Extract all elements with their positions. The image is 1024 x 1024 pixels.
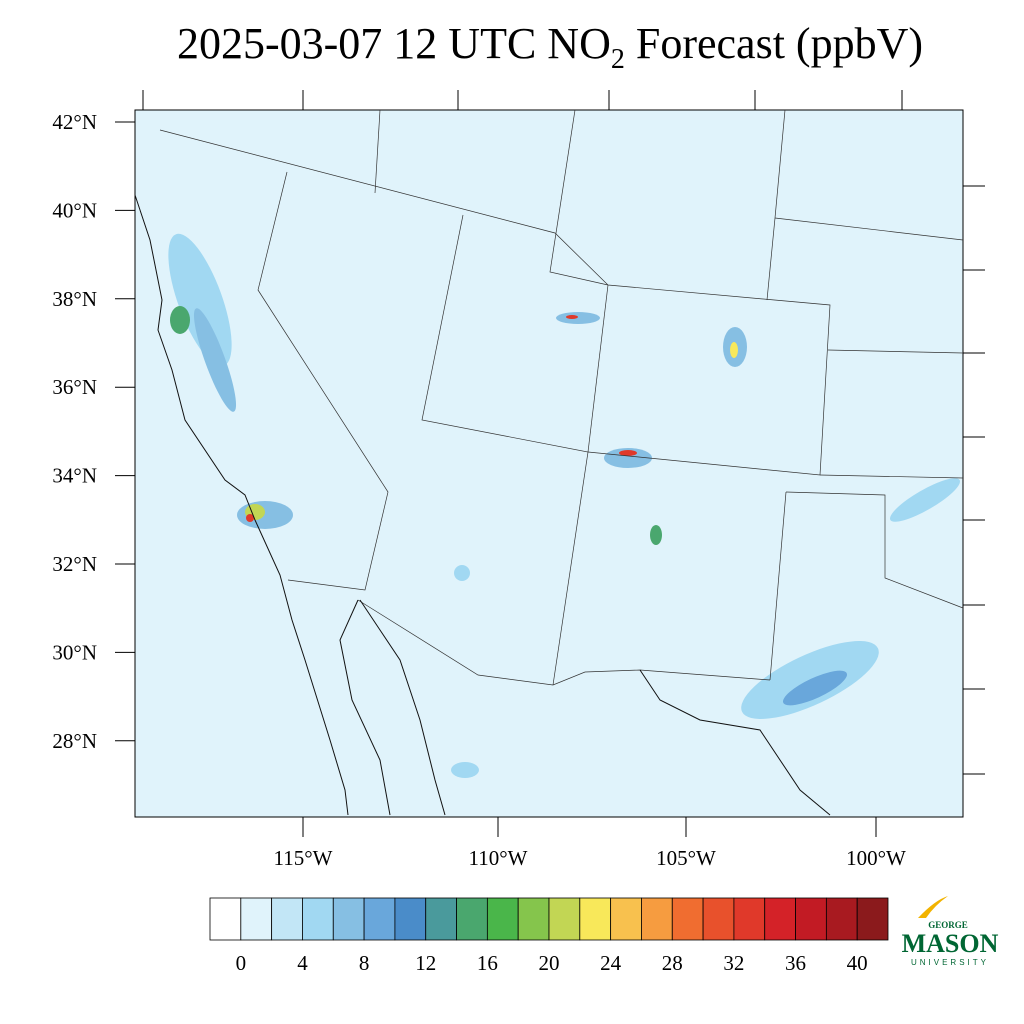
- colorbar-box: [641, 897, 673, 941]
- border: [549, 109, 831, 476]
- plume: [566, 315, 578, 319]
- pollution-plumes: [168, 233, 960, 778]
- plume: [193, 308, 237, 412]
- colorbar-box: [795, 897, 827, 941]
- title-subscript: 2: [611, 44, 625, 75]
- border: [819, 474, 964, 479]
- plume: [451, 762, 479, 778]
- state-borders: [159, 109, 964, 686]
- bottom-ticks: [302, 817, 877, 837]
- colorbar-box: [548, 897, 581, 941]
- plume: [650, 525, 662, 545]
- colorbar-box: [856, 897, 889, 941]
- top-ticks: [142, 90, 903, 110]
- title-text: 2025-03-07 12 UTC NO: [177, 19, 611, 68]
- lat-label: 34°N: [52, 464, 97, 488]
- lat-label: 28°N: [52, 729, 97, 753]
- plume: [619, 450, 637, 456]
- map-frame: [134, 109, 964, 818]
- coast: [134, 194, 349, 816]
- left-ticks: [115, 121, 135, 742]
- plume: [782, 670, 848, 706]
- map: [134, 109, 964, 818]
- coast: [359, 599, 446, 816]
- colorbar-box: [456, 897, 488, 941]
- colorbar-label: 36: [785, 951, 806, 975]
- lat-label: 32°N: [52, 552, 97, 576]
- title: 2025-03-07 12 UTC NO2 Forecast (ppbV): [177, 19, 923, 75]
- border: [421, 214, 589, 686]
- plume: [170, 306, 190, 334]
- colorbar-box: [610, 897, 642, 941]
- lon-label: 105°W: [656, 846, 716, 870]
- logo-top: GEORGE: [928, 920, 968, 930]
- colorbar-box: [332, 897, 365, 941]
- colorbar-label: 12: [415, 951, 436, 975]
- plume: [556, 312, 600, 324]
- coast: [639, 669, 831, 816]
- colorbar-box: [271, 897, 303, 941]
- border: [257, 171, 389, 591]
- colorbar-box: [240, 897, 273, 941]
- colorbar-box: [764, 897, 796, 941]
- colorbar-box: [671, 897, 704, 941]
- plume: [604, 448, 652, 468]
- border: [374, 109, 381, 194]
- border: [774, 217, 964, 241]
- right-ticks: [963, 185, 985, 775]
- lat-label: 38°N: [52, 287, 97, 311]
- lon-label: 100°W: [846, 846, 906, 870]
- colorbar-box: [209, 897, 242, 941]
- axis-ticks: [142, 90, 985, 837]
- colorbar-label: 28: [662, 951, 683, 975]
- colorbar-box: [425, 897, 457, 941]
- colorbar-box: [302, 897, 334, 941]
- colorbar-label: 24: [600, 951, 622, 975]
- border: [785, 491, 964, 609]
- lat-label: 30°N: [52, 640, 97, 664]
- coastline: [134, 194, 831, 816]
- lat-label: 36°N: [52, 375, 97, 399]
- colorbar-label: 4: [297, 951, 308, 975]
- title-suffix: Forecast (ppbV): [625, 19, 923, 68]
- lat-label: 40°N: [52, 198, 97, 222]
- coast: [339, 599, 391, 816]
- colorbar-label: 0: [236, 951, 247, 975]
- colorbar-label: 20: [539, 951, 560, 975]
- lon-label: 110°W: [469, 846, 528, 870]
- border: [587, 284, 609, 453]
- plume: [237, 501, 293, 529]
- plume: [730, 342, 738, 358]
- border: [159, 129, 609, 286]
- logo: GEORGE MASON UNIVERSITY: [902, 896, 999, 967]
- colorbar-box: [517, 897, 550, 941]
- colorbar-box: [394, 897, 427, 941]
- colorbar-box: [579, 897, 612, 941]
- colorbar-label: 16: [477, 951, 498, 975]
- lon-label: 115°W: [274, 846, 333, 870]
- plume: [168, 233, 232, 367]
- colorbar-label: 32: [723, 951, 744, 975]
- colorbar-box: [825, 897, 858, 941]
- colorbar-box: [486, 897, 519, 941]
- logo-swoosh: [918, 896, 948, 918]
- logo-bottom: UNIVERSITY: [911, 958, 989, 967]
- colorbar-box: [733, 897, 766, 941]
- colorbar-label: 8: [359, 951, 370, 975]
- lat-label: 42°N: [52, 110, 97, 134]
- border: [357, 599, 771, 686]
- logo-main: MASON: [902, 929, 999, 958]
- colorbar-label: 40: [847, 951, 868, 975]
- plume: [890, 478, 960, 522]
- colorbar-box: [702, 897, 735, 941]
- colorbar-box: [363, 897, 396, 941]
- border: [827, 349, 964, 354]
- plume: [246, 514, 254, 522]
- border: [769, 491, 787, 681]
- plume: [454, 565, 470, 581]
